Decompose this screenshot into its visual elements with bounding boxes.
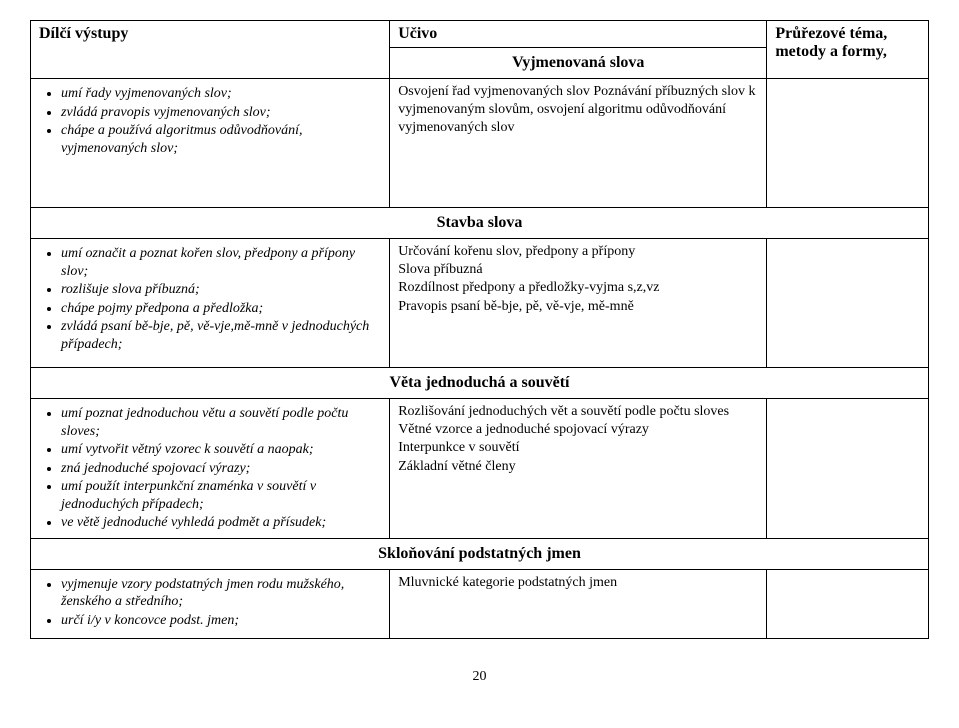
list-item: zvládá pravopis vyjmenovaných slov;	[61, 104, 381, 122]
bullet-list: vyjmenuje vzory podstatných jmen rodu mu…	[39, 576, 381, 630]
header-col1: Dílčí výstupy	[31, 21, 390, 79]
section-left-2: umí poznat jednoduchou větu a souvětí po…	[31, 399, 390, 539]
list-item: rozlišuje slova příbuzná;	[61, 281, 381, 299]
bullet-list: umí poznat jednoduchou větu a souvětí po…	[39, 405, 381, 532]
list-item: určí i/y v koncovce podst. jmen;	[61, 612, 381, 630]
page-number: 20	[30, 669, 929, 685]
list-item: ve větě jednoduché vyhledá podmět a přís…	[61, 514, 381, 532]
header-col3: Průřezové téma, metody a formy,	[767, 21, 929, 79]
list-item: umí použít interpunkční znaménka v souvě…	[61, 478, 381, 513]
section-left-1: umí označit a poznat kořen slov, předpon…	[31, 239, 390, 368]
section-left-3: vyjmenuje vzory podstatných jmen rodu mu…	[31, 569, 390, 638]
list-item: umí vytvořit větný vzorec k souvětí a na…	[61, 441, 381, 459]
list-item: chápe pojmy předpona a předložka;	[61, 300, 381, 318]
list-item: umí řady vyjmenovaných slov;	[61, 85, 381, 103]
list-item: umí označit a poznat kořen slov, předpon…	[61, 245, 381, 280]
section-left-0: umí řady vyjmenovaných slov; zvládá prav…	[31, 79, 390, 208]
table-header-row: Dílčí výstupy Učivo Průřezové téma, meto…	[31, 21, 929, 48]
list-item: vyjmenuje vzory podstatných jmen rodu mu…	[61, 576, 381, 611]
list-item: umí poznat jednoduchou větu a souvětí po…	[61, 405, 381, 440]
header-col2: Učivo	[390, 21, 767, 48]
section-content-row: vyjmenuje vzory podstatných jmen rodu mu…	[31, 569, 929, 638]
section-title-3: Skloňování podstatných jmen	[31, 538, 929, 569]
section-title-row: Stavba slova	[31, 208, 929, 239]
section-title-2: Věta jednoduchá a souvětí	[31, 368, 929, 399]
section-title-0: Vyjmenovaná slova	[390, 48, 767, 79]
section-mid-1: Určování kořenu slov, předpony a přípony…	[390, 239, 767, 368]
section-right-1	[767, 239, 929, 368]
list-item: zná jednoduché spojovací výrazy;	[61, 460, 381, 478]
section-right-3	[767, 569, 929, 638]
section-content-row: umí označit a poznat kořen slov, předpon…	[31, 239, 929, 368]
section-content-row: umí řady vyjmenovaných slov; zvládá prav…	[31, 79, 929, 208]
section-right-2	[767, 399, 929, 539]
section-right-0	[767, 79, 929, 208]
section-mid-3: Mluvnické kategorie podstatných jmen	[390, 569, 767, 638]
bullet-list: umí řady vyjmenovaných slov; zvládá prav…	[39, 85, 381, 157]
bullet-list: umí označit a poznat kořen slov, předpon…	[39, 245, 381, 353]
curriculum-table: Dílčí výstupy Učivo Průřezové téma, meto…	[30, 20, 929, 639]
section-title-row: Věta jednoduchá a souvětí	[31, 368, 929, 399]
section-mid-2: Rozlišování jednoduchých vět a souvětí p…	[390, 399, 767, 539]
section-mid-0: Osvojení řad vyjmenovaných slov Poznáván…	[390, 79, 767, 208]
list-item: chápe a používá algoritmus odůvodňování,…	[61, 122, 381, 157]
list-item: zvládá psaní bě-bje, pě, vě-vje,mě-mně v…	[61, 318, 381, 353]
section-title-row: Skloňování podstatných jmen	[31, 538, 929, 569]
section-content-row: umí poznat jednoduchou větu a souvětí po…	[31, 399, 929, 539]
section-title-1: Stavba slova	[31, 208, 929, 239]
